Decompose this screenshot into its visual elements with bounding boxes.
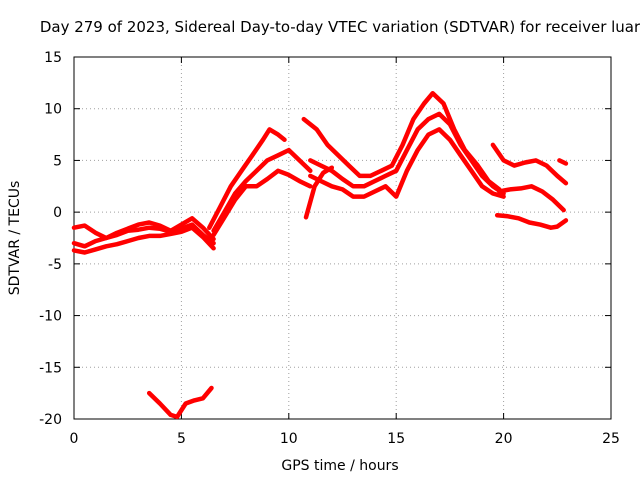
data-series [71, 90, 569, 420]
series-trace-i [308, 127, 506, 199]
y-tick-label: 0 [53, 205, 62, 221]
series-trace-j [303, 165, 335, 220]
x-tick-label: 5 [177, 431, 186, 447]
y-tick-label: 5 [53, 153, 62, 169]
y-tick-label: 10 [44, 102, 62, 118]
x-tick-label: 20 [495, 431, 513, 447]
y-tick-label: -5 [48, 257, 62, 273]
y-tick-label: 15 [44, 50, 62, 66]
chart-title: Day 279 of 2023, Sidereal Day-to-day VTE… [40, 18, 640, 36]
series-trace-e [211, 147, 313, 234]
x-tick-label: 25 [602, 431, 620, 447]
y-axis-label: SDTVAR / TECUs [7, 181, 23, 296]
series-trace-c [71, 225, 216, 255]
series-trace-f [211, 168, 313, 238]
x-tick-label: 10 [280, 431, 298, 447]
y-tick-label: -20 [39, 412, 62, 428]
series-trace-a [71, 216, 216, 242]
series-trace-b [71, 222, 216, 249]
plot-frame [73, 56, 612, 420]
series-trace-g [301, 90, 502, 192]
series-trace-d [207, 127, 287, 230]
series-trace-n [146, 385, 214, 420]
axis-ticks: 0 5 10 15 20 25 -20 -15 -10 -5 0 5 10 15 [39, 50, 620, 447]
x-tick-label: 0 [70, 431, 79, 447]
y-tick-label: -15 [39, 360, 62, 376]
y-tick-label: -10 [39, 309, 62, 325]
series-trace-h [308, 111, 506, 196]
x-tick-label: 15 [387, 431, 405, 447]
series-trace-l [497, 184, 566, 213]
x-axis-label: GPS time / hours [281, 458, 398, 474]
series-trace-o [557, 158, 569, 166]
series-trace-m [494, 212, 569, 230]
series-trace-k [490, 142, 569, 186]
